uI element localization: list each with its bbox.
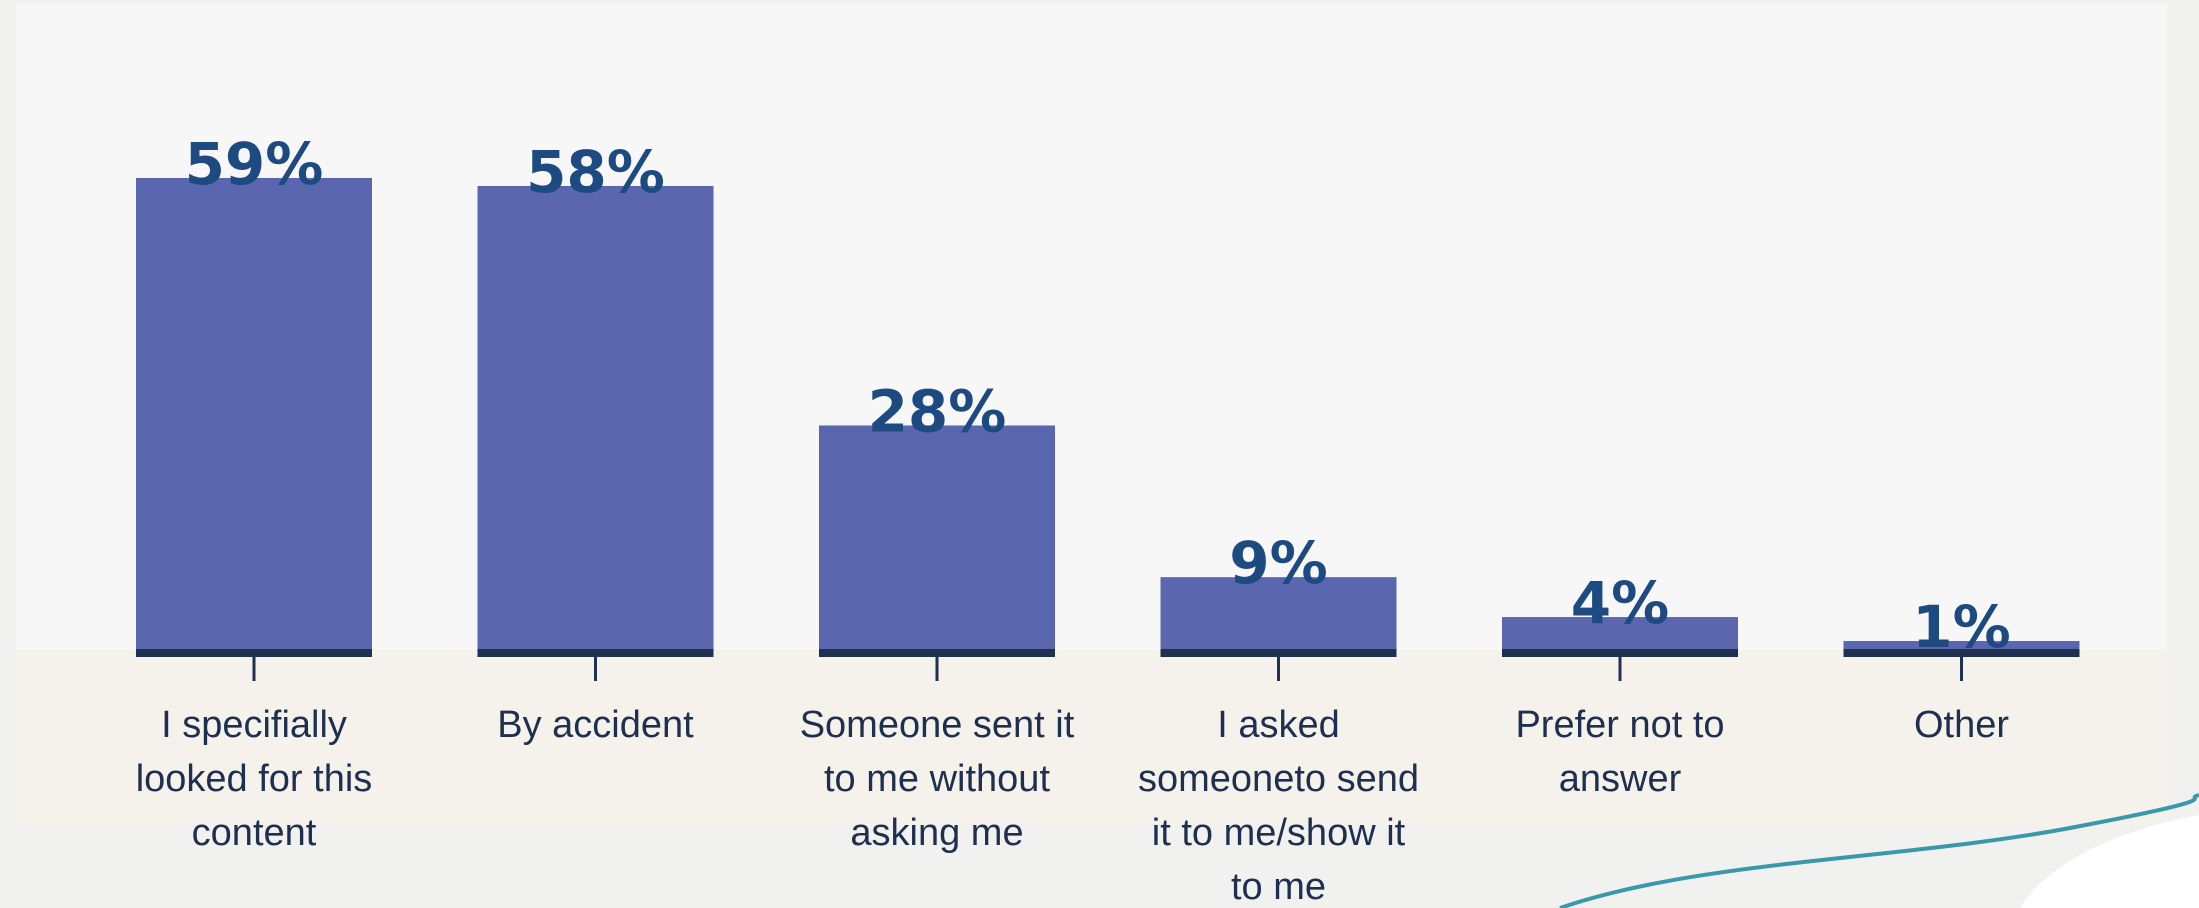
baseline-strip: [1502, 649, 1738, 657]
x-tick-label: Prefer not to answer: [1515, 704, 1725, 800]
bar: [1502, 617, 1738, 649]
value-label: 58%: [526, 138, 665, 206]
label-band: [16, 650, 2167, 825]
decoration: [2020, 815, 2199, 908]
bar: [1160, 577, 1397, 649]
value-label: 28%: [868, 377, 1007, 445]
baseline-strip: [1160, 649, 1397, 657]
baseline-strip: [819, 649, 1055, 657]
bar: [477, 185, 714, 649]
bar: [136, 177, 372, 649]
value-label: 1%: [1912, 593, 2010, 661]
value-label: 9%: [1229, 529, 1327, 597]
x-tick-label: Other: [1913, 704, 2010, 746]
baseline-strip: [1843, 649, 2080, 657]
x-tick-label: I asked someoneto send it to me/show it …: [1138, 704, 1419, 908]
value-label: 4%: [1571, 569, 1669, 637]
x-tick-label: I specifially looked for this content: [135, 704, 373, 854]
decoration: [1559, 793, 2199, 908]
bar: [819, 425, 1055, 649]
plot-panel: [16, 4, 2167, 650]
baseline-strip: [477, 649, 714, 657]
bar: [1843, 641, 2080, 649]
x-tick-label: By accident: [497, 704, 694, 746]
baseline-strip: [136, 649, 372, 657]
value-label: 59%: [185, 130, 324, 198]
x-tick-label: Someone sent it to me without asking me: [799, 704, 1075, 854]
